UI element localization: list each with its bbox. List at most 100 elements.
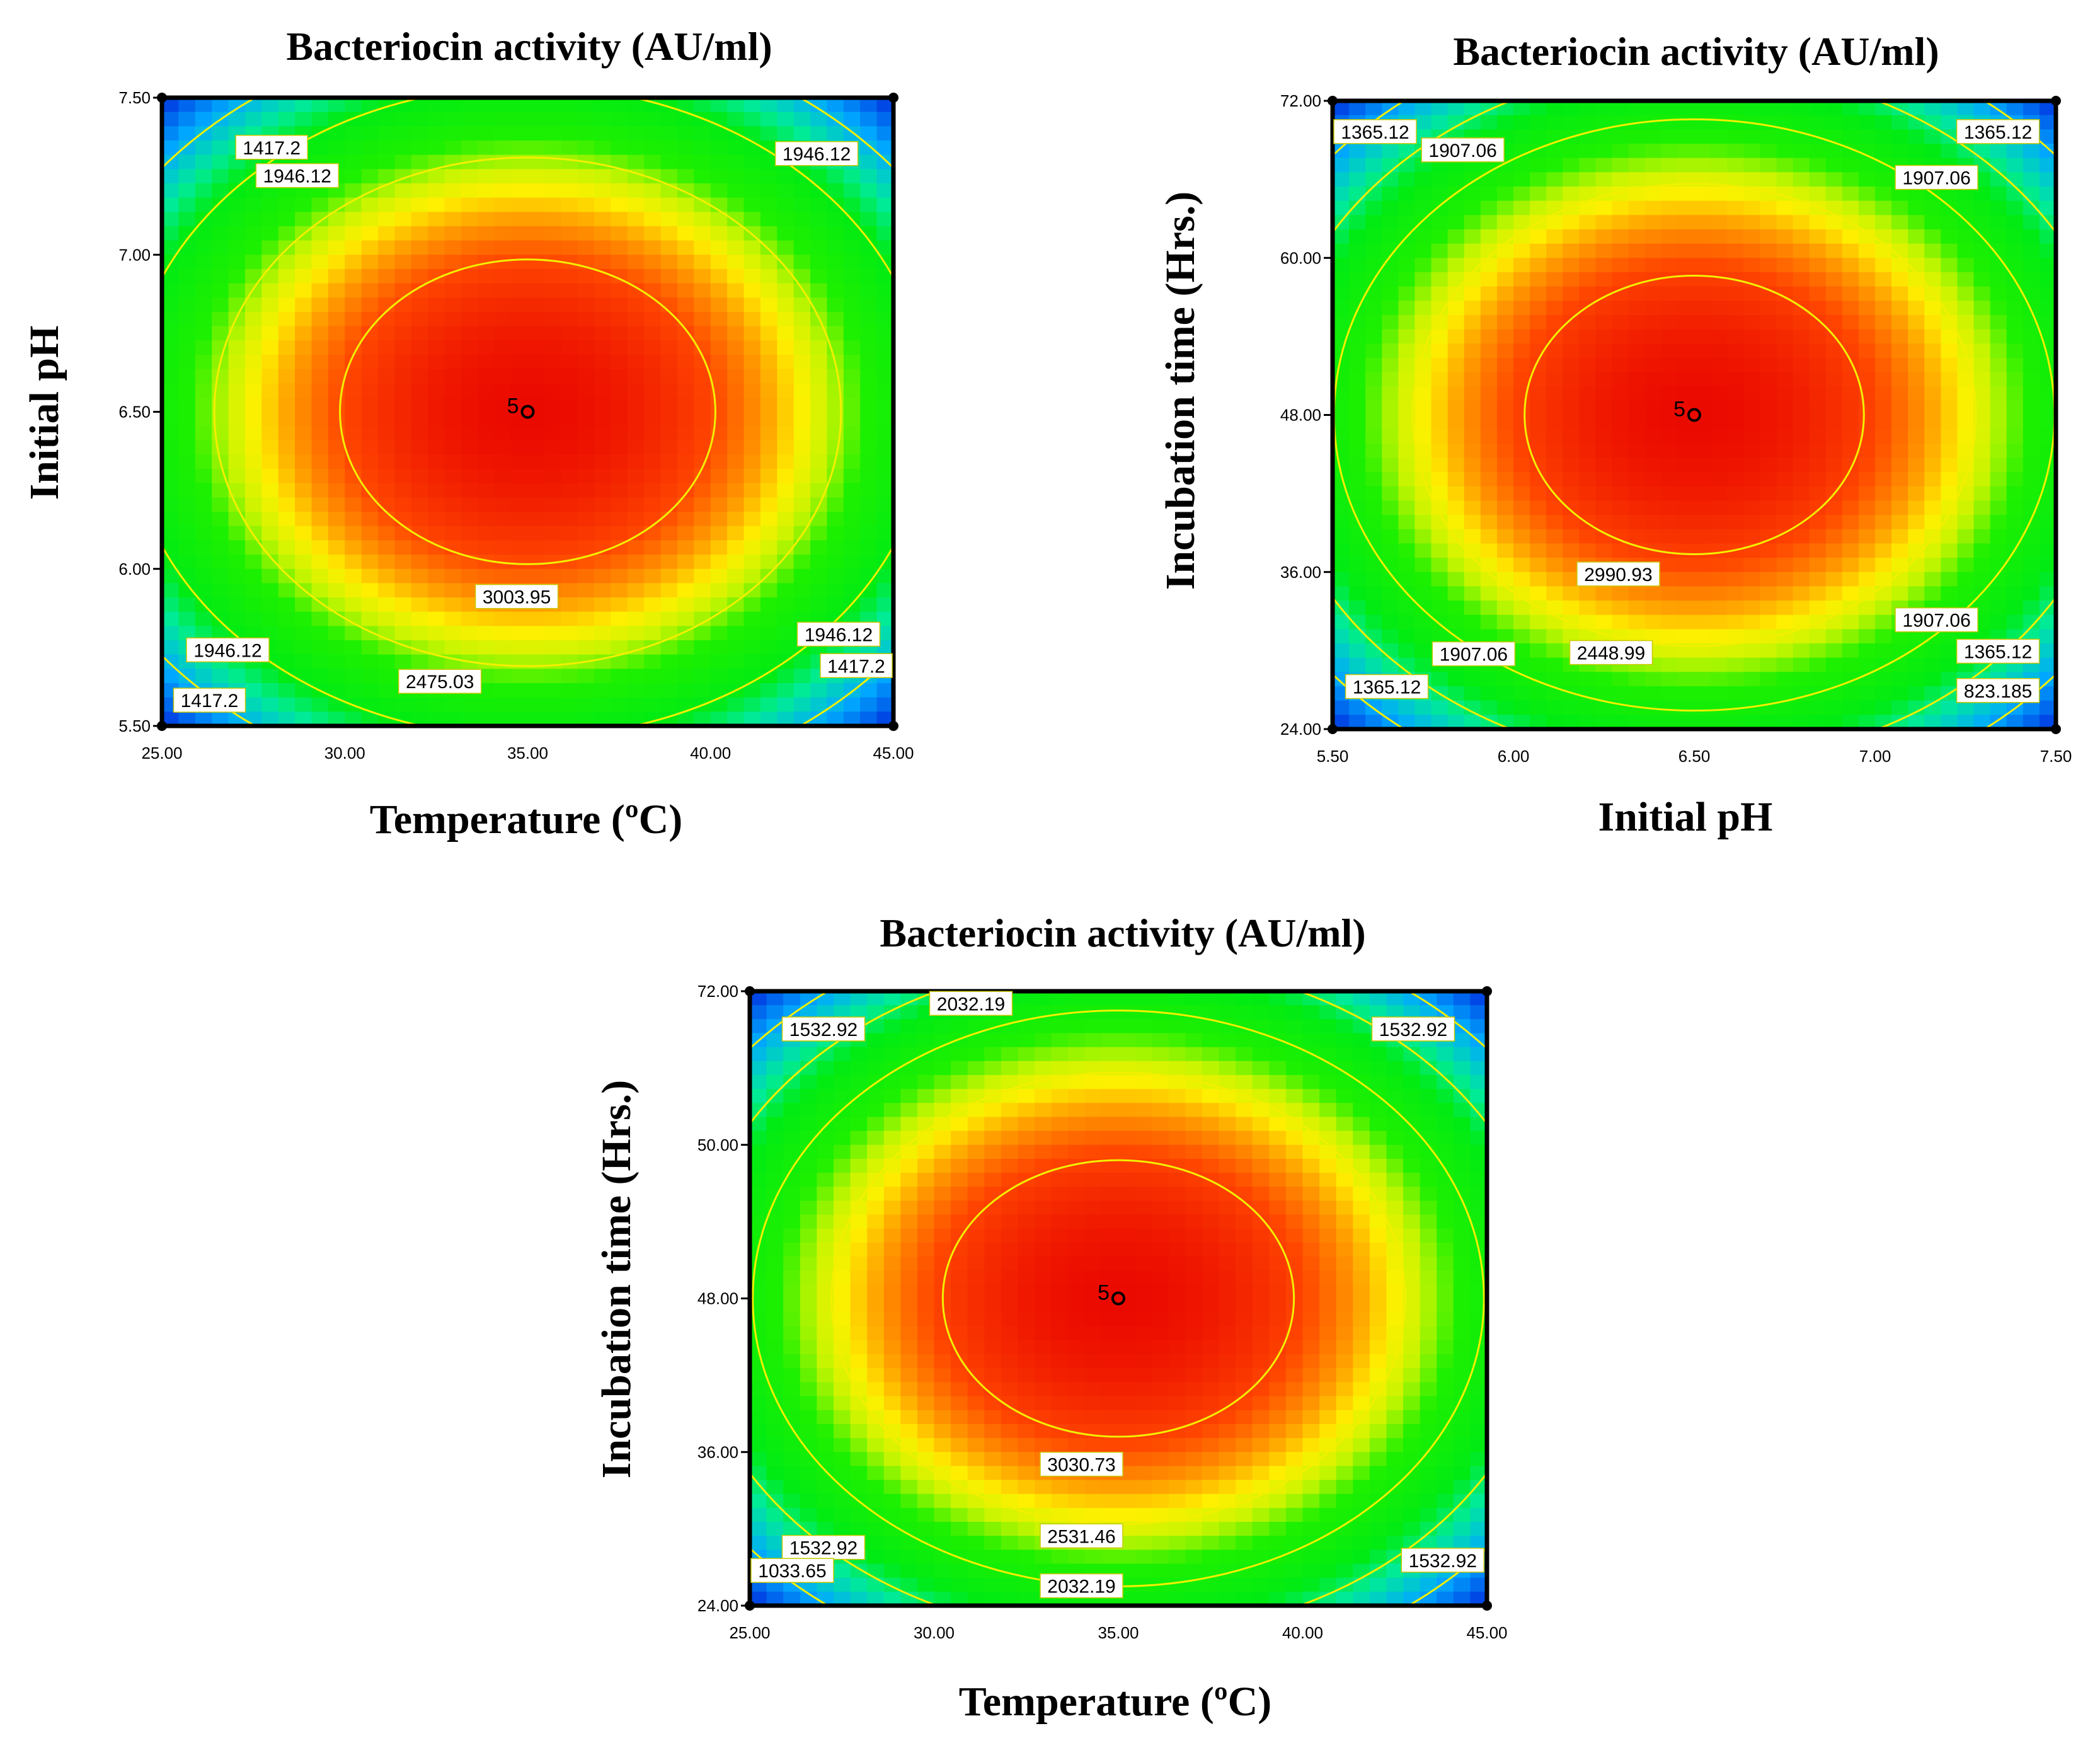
- heatmap-cell: [461, 597, 479, 613]
- heatmap-cell: [800, 991, 818, 1006]
- heatmap-cell: [195, 297, 212, 313]
- heatmap-cell: [1644, 386, 1662, 401]
- heatmap-cell: [810, 183, 828, 198]
- heatmap-cell: [2039, 400, 2057, 416]
- heatmap-cell: [727, 154, 745, 170]
- heatmap-cell: [561, 154, 578, 170]
- heatmap-cell: [544, 369, 562, 384]
- heatmap-cell: [1018, 1158, 1035, 1173]
- heatmap-cell: [1513, 343, 1530, 359]
- heatmap-cell: [428, 469, 445, 484]
- heatmap-cell: [1398, 329, 1416, 345]
- heatmap-cell: [1990, 586, 2007, 601]
- heatmap-cell: [577, 340, 595, 355]
- heatmap-cell: [677, 597, 695, 613]
- heatmap-cell: [494, 711, 512, 727]
- heatmap-cell: [660, 640, 678, 655]
- heatmap-cell: [1677, 700, 1695, 716]
- heatmap-cell: [1711, 715, 1728, 730]
- heatmap-cell: [876, 469, 894, 484]
- heatmap-cell: [511, 711, 529, 727]
- heatmap-cell: [1563, 143, 1580, 159]
- heatmap-cell: [867, 1257, 885, 1271]
- heatmap-cell: [212, 240, 229, 256]
- heatmap-cell: [278, 411, 295, 427]
- heatmap-cell: [1891, 115, 1908, 130]
- heatmap-cell: [261, 512, 279, 527]
- heatmap-cell: [1858, 172, 1876, 187]
- heatmap-cell: [1711, 186, 1728, 202]
- heatmap-cell: [800, 1005, 818, 1020]
- y-tick-label: 7.50: [118, 88, 151, 107]
- heatmap-cell: [328, 354, 346, 370]
- heatmap-cell: [783, 1298, 801, 1313]
- heatmap-cell: [1661, 314, 1678, 330]
- heatmap-cell: [750, 1410, 767, 1425]
- heatmap-cell: [1563, 715, 1580, 730]
- heatmap-cell: [311, 340, 329, 355]
- heatmap-cell: [461, 212, 479, 227]
- heatmap-cell: [1349, 629, 1366, 644]
- heatmap-cell: [162, 497, 180, 512]
- heatmap-cell: [934, 1577, 951, 1592]
- heatmap-cell: [1579, 357, 1597, 373]
- heatmap-cell: [660, 568, 678, 584]
- heatmap-cell: [228, 626, 246, 641]
- heatmap-cell: [777, 369, 795, 384]
- heatmap-cell: [900, 1591, 918, 1606]
- heatmap-cell: [1957, 143, 1975, 159]
- heatmap-cell: [1760, 629, 1777, 644]
- heatmap-cell: [594, 297, 612, 313]
- heatmap-cell: [2006, 158, 2024, 173]
- heatmap-cell: [295, 411, 313, 427]
- heatmap-cell: [833, 1158, 851, 1173]
- heatmap-cell: [311, 112, 329, 127]
- heatmap-cell: [1382, 229, 1399, 244]
- heatmap-cell: [810, 711, 828, 727]
- heatmap-cell: [411, 483, 428, 498]
- heatmap-cell: [644, 526, 662, 541]
- heatmap-cell: [2006, 486, 2024, 502]
- heatmap-cell: [1431, 200, 1449, 216]
- heatmap-cell: [261, 397, 279, 413]
- heatmap-cell: [1842, 258, 1859, 273]
- heatmap-cell: [1760, 472, 1777, 487]
- heatmap-cell: [228, 483, 246, 498]
- heatmap-cell: [195, 369, 212, 384]
- heatmap-cell: [917, 1158, 935, 1173]
- heatmap-cell: [727, 255, 745, 270]
- heatmap-cell: [311, 497, 329, 512]
- heatmap-cell: [900, 1257, 918, 1271]
- heatmap-cell: [1973, 301, 1991, 316]
- x-tick-label: 25.00: [141, 744, 182, 762]
- heatmap-cell: [228, 212, 246, 227]
- heatmap-cell: [1530, 515, 1547, 530]
- heatmap-cell: [694, 240, 711, 256]
- x-tick-label: 5.50: [1317, 747, 1349, 766]
- heatmap-cell: [627, 540, 645, 555]
- heatmap-cell: [1973, 215, 1991, 230]
- heatmap-cell: [694, 326, 711, 342]
- heatmap-cell: [561, 526, 578, 541]
- heatmap-cell: [428, 169, 445, 184]
- heatmap-cell: [793, 369, 811, 384]
- heatmap-cell: [511, 326, 529, 342]
- heatmap-cell: [783, 1591, 801, 1606]
- heatmap-cell: [162, 426, 180, 441]
- heatmap-cell: [1973, 529, 1991, 544]
- heatmap-cell: [644, 469, 662, 484]
- heatmap-cell: [727, 369, 745, 384]
- heatmap-cell: [917, 1312, 935, 1327]
- heatmap-cell: [1825, 572, 1843, 587]
- heatmap-cell: [1743, 415, 1761, 430]
- heatmap-cell: [1018, 1242, 1035, 1257]
- heatmap-cell: [1891, 700, 1908, 716]
- heatmap-cell: [444, 626, 462, 641]
- heatmap-cell: [1908, 686, 1925, 701]
- heatmap-cell: [1891, 143, 1908, 159]
- heatmap-cell: [843, 183, 861, 198]
- heatmap-cell: [162, 212, 180, 227]
- heatmap-cell: [295, 454, 313, 469]
- heatmap-cell: [1908, 672, 1925, 687]
- heatmap-cell: [345, 440, 362, 456]
